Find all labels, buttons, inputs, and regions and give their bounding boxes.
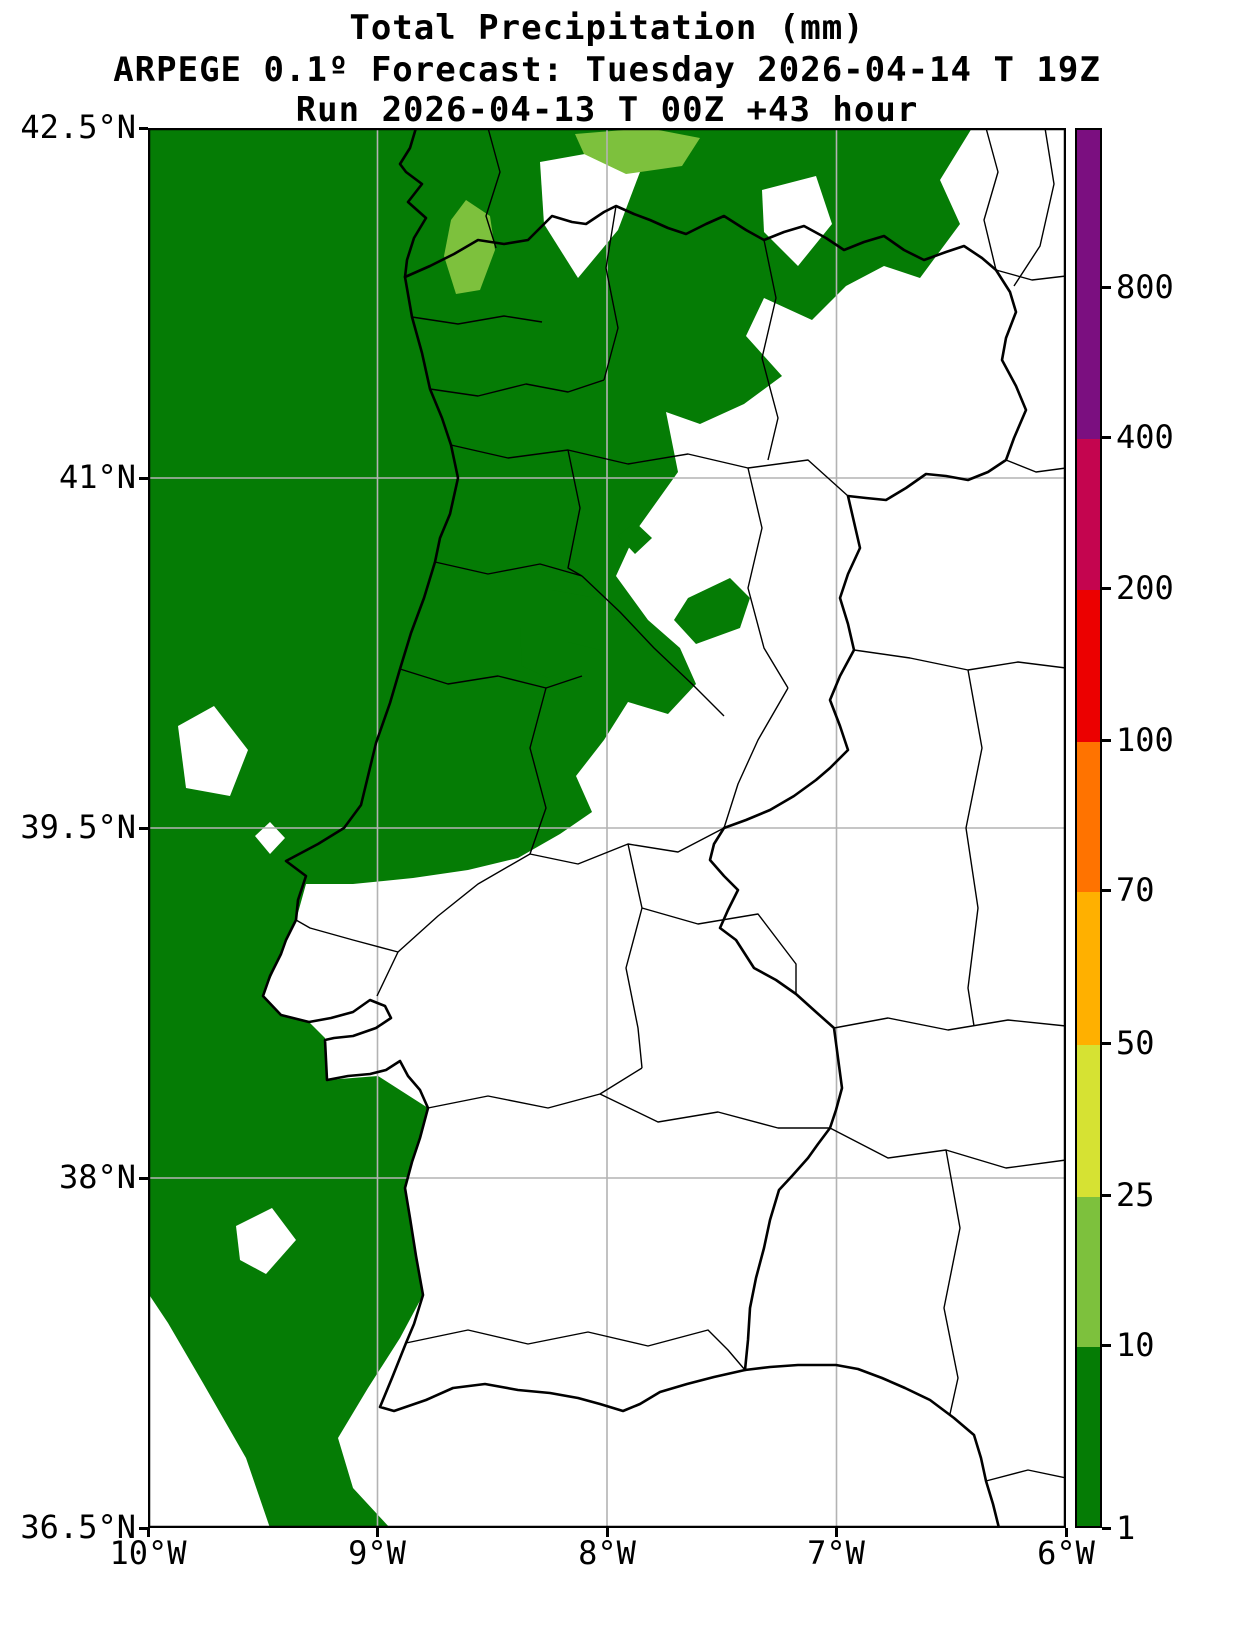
admin-line [399, 668, 583, 689]
colorbar-tick-label: 50 [1116, 1024, 1155, 1062]
dry-hole-ocean-west [178, 706, 248, 796]
colorbar-tick-mark [1102, 739, 1111, 742]
colorbar-segment [1077, 1045, 1100, 1197]
colorbar-segment [1077, 590, 1100, 742]
x-axis-tick-mark [147, 1528, 150, 1537]
colorbar-segment [1077, 1347, 1100, 1526]
forecast-map [148, 128, 1066, 1528]
colorbar-segment [1077, 439, 1100, 590]
admin-line [429, 379, 605, 397]
admin-boundaries [295, 128, 1066, 1482]
chart-title-line1: Total Precipitation (mm) [349, 8, 865, 48]
colorbar-tick-mark [1102, 286, 1111, 289]
chart-title-line3: Run 2026-04-13 T 00Z +43 hour [295, 90, 919, 130]
coastline-and-border [261, 128, 1028, 1528]
admin-line [599, 1093, 830, 1129]
y-axis-tick-mark [139, 1527, 148, 1530]
colorbar-tick-label: 25 [1116, 1176, 1155, 1214]
precip-dry-holes [178, 152, 832, 1274]
colorbar-tick-mark [1102, 889, 1111, 892]
admin-line [983, 128, 999, 271]
precip-patch-inland-east [674, 578, 750, 644]
y-axis-tick-label: 39.5°N [20, 808, 136, 847]
colorbar-tick-mark [1102, 1344, 1111, 1347]
colorbar-tick-label: 800 [1116, 268, 1174, 306]
admin-line [625, 843, 643, 1069]
graticule [148, 128, 1066, 1528]
admin-line [411, 315, 543, 325]
admin-line [295, 919, 399, 953]
colorbar-tick-mark [1102, 1042, 1111, 1045]
admin-line [485, 128, 501, 249]
y-axis-tick-label: 38°N [58, 1158, 136, 1197]
admin-line [1005, 459, 1066, 473]
x-axis-tick-mark [606, 1528, 609, 1537]
y-axis-tick-mark [139, 1177, 148, 1180]
admin-line [723, 687, 789, 829]
admin-line [853, 649, 1066, 671]
x-axis-tick-label: 8°W [578, 1534, 636, 1572]
national-border [403, 204, 1028, 1372]
y-axis-tick-label: 42.5°N [20, 108, 136, 147]
x-axis-tick-mark [1065, 1528, 1068, 1537]
colorbar-segment [1077, 289, 1100, 439]
colorbar [1075, 128, 1102, 1528]
chart-title-line2: ARPEGE 0.1º Forecast: Tuesday 2026-04-14… [113, 50, 1101, 90]
plot-frame [148, 128, 1066, 1528]
colorbar-tick-mark [1102, 587, 1111, 590]
colorbar-segment [1077, 742, 1100, 892]
colorbar-segment [1077, 892, 1100, 1045]
admin-line [995, 269, 1066, 281]
admin-line [529, 687, 547, 855]
y-axis-tick-label: 41°N [58, 458, 136, 497]
x-axis-tick-label: 6°W [1037, 1534, 1095, 1572]
dry-hole-north-wedge-east [762, 176, 832, 266]
y-axis-tick-mark [139, 127, 148, 130]
admin-line [434, 561, 583, 577]
admin-line [761, 239, 779, 461]
dry-hole-south [236, 1208, 296, 1274]
admin-line [427, 1067, 643, 1109]
admin-line [641, 907, 797, 994]
precip-patch-diamond [618, 522, 652, 554]
colorbar-segment [1077, 1197, 1100, 1347]
x-axis-tick-mark [835, 1528, 838, 1537]
colorbar-tick-mark [1102, 1527, 1111, 1530]
precip-patch-10-25-nw [444, 200, 495, 294]
y-axis-tick-mark [139, 477, 148, 480]
admin-line [1013, 128, 1055, 287]
x-axis-tick-label: 9°W [348, 1534, 406, 1572]
colorbar-tick-label: 1 [1116, 1509, 1136, 1547]
colorbar-tick-label: 70 [1116, 871, 1155, 909]
colorbar-segment [1077, 130, 1100, 289]
colorbar-tick-mark [1102, 436, 1111, 439]
admin-line [985, 1469, 1066, 1482]
admin-line [603, 205, 619, 381]
dry-hole-ocean-small [255, 822, 285, 854]
admin-line [405, 1329, 746, 1371]
admin-line [965, 669, 983, 1027]
admin-line [943, 1149, 961, 1415]
colorbar-tick-label: 100 [1116, 721, 1174, 759]
dry-hole-north-wedge-west [540, 152, 640, 278]
colorbar-tick-label: 400 [1116, 418, 1174, 456]
admin-line [581, 575, 725, 717]
admin-line [747, 467, 789, 689]
y-axis-tick-label: 36.5°N [20, 1508, 136, 1547]
admin-line [450, 444, 849, 497]
precip-patch-inland-west [520, 590, 620, 678]
x-axis-tick-mark [376, 1528, 379, 1537]
coastline [261, 128, 1001, 1528]
admin-line [376, 827, 725, 997]
colorbar-tick-label: 10 [1116, 1326, 1155, 1364]
x-axis-tick-label: 10°W [109, 1534, 187, 1572]
colorbar-tick-mark [1102, 1194, 1111, 1197]
colorbar-tick-label: 200 [1116, 569, 1174, 607]
y-axis-tick-mark [139, 827, 148, 830]
x-axis-tick-label: 7°W [807, 1534, 865, 1572]
admin-line [833, 1017, 1066, 1031]
admin-line [567, 449, 583, 577]
